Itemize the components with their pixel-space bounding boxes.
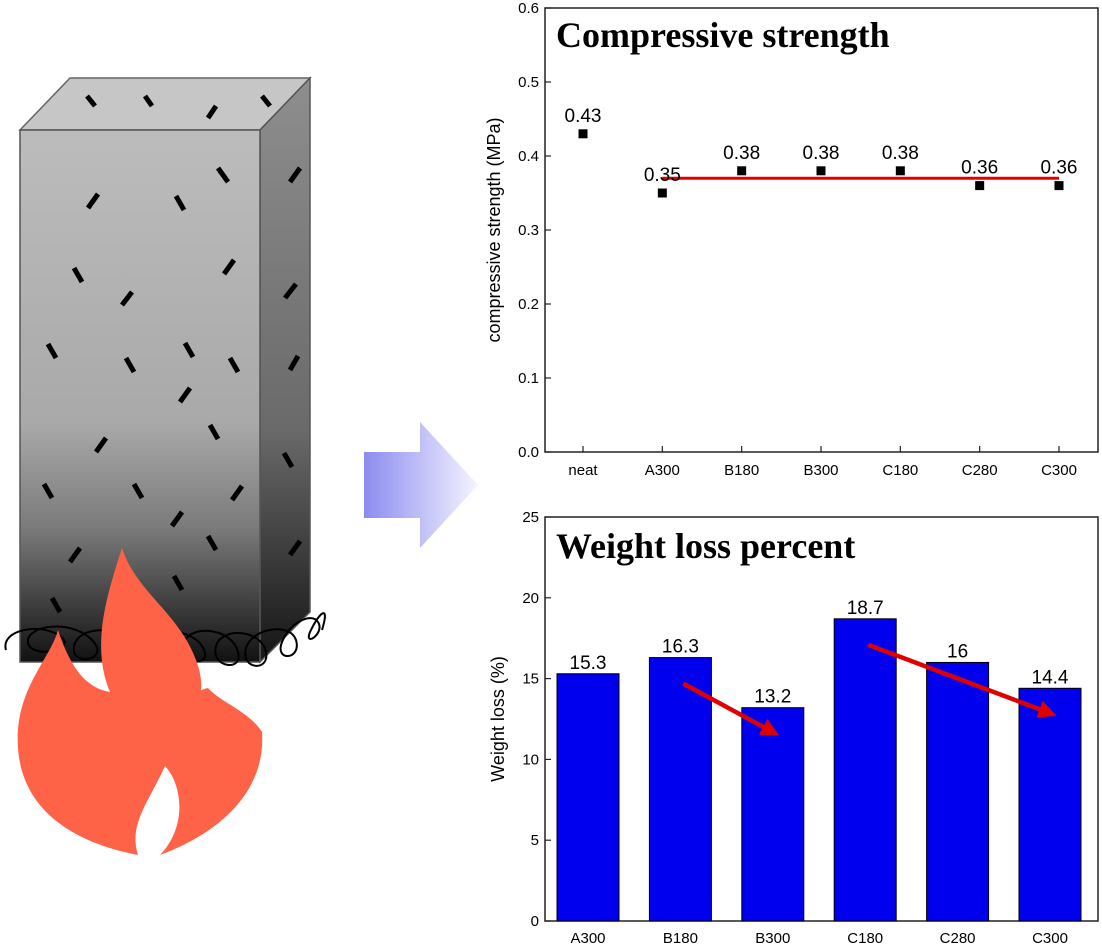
x-tick-label: neat (568, 462, 598, 479)
x-tick-label: C300 (1041, 462, 1077, 479)
fiber-dashes (41, 94, 303, 614)
x-axis-ticks: neat A300 B180 B300 C180 C280 C300 (568, 446, 1077, 479)
x-tick-label: C300 (1032, 930, 1068, 947)
data-point (578, 129, 588, 139)
data-label: 14.4 (1032, 667, 1069, 688)
data-label: 0.35 (644, 165, 681, 186)
y-tick-label: 5 (531, 832, 539, 849)
bars: 15.3 16.3 13.2 18.7 16 14.4 (556, 598, 1082, 922)
bar (1018, 687, 1082, 922)
data-point (1054, 181, 1064, 191)
data-label: 0.36 (961, 158, 998, 179)
x-tick-label: C280 (962, 462, 998, 479)
x-tick-label: C180 (847, 930, 883, 947)
y-axis-label: Weight loss (%) (488, 656, 508, 782)
y-tick-label: 0.2 (518, 296, 539, 313)
y-tick-label: 10 (522, 751, 539, 768)
bar (833, 618, 897, 922)
trend-arrow (867, 642, 1057, 718)
x-tick-label: B300 (755, 930, 790, 947)
x-tick-label: A300 (645, 462, 680, 479)
trend-arrows (682, 642, 1057, 736)
data-label: 0.43 (565, 106, 602, 127)
data-label: 13.2 (754, 687, 791, 708)
charred-fiber-scribble (4, 612, 326, 667)
weight-loss-chart: Weight loss percent Weight loss (%) 0 5 10… (488, 509, 1099, 947)
y-axis-ticks: 0.0 0.1 0.2 0.3 0.4 0.5 0.6 (518, 0, 551, 461)
y-tick-label: 0.3 (518, 222, 539, 239)
y-tick-label: 15 (522, 671, 539, 688)
x-tick-label: B300 (803, 462, 838, 479)
bar (556, 673, 620, 922)
x-axis-ticks: A300 B180 B300 C180 C280 C300 (570, 930, 1067, 947)
data-point (737, 166, 747, 176)
y-tick-label: 25 (522, 509, 539, 526)
x-tick-label: C180 (882, 462, 918, 479)
y-tick-label: 0.5 (518, 74, 539, 91)
trend-arrow (682, 681, 779, 736)
data-label: 16.3 (662, 637, 699, 658)
process-arrow (364, 422, 478, 548)
data-label: 15.3 (570, 653, 607, 674)
chart-title: Weight loss percent (556, 526, 855, 566)
y-tick-label: 20 (522, 590, 539, 607)
block-side-face (259, 76, 311, 664)
data-label: 16 (947, 641, 968, 662)
data-label: 0.38 (803, 143, 840, 164)
y-tick-label: 0.4 (518, 148, 539, 165)
data-point (975, 181, 985, 191)
data-point (895, 166, 905, 176)
plot-frame (544, 516, 1099, 922)
data-points: 0.43 0.35 0.38 0.38 0.38 0.36 0.36 (565, 106, 1078, 198)
y-axis-label: compressive strength (MPa) (484, 117, 504, 342)
block-front-face (19, 129, 261, 663)
compressive-strength-chart: Compressive strength compressive strengt… (484, 0, 1099, 479)
data-label: 18.7 (847, 598, 884, 619)
y-tick-label: 0 (531, 913, 539, 930)
data-point (816, 166, 826, 176)
x-tick-label: C280 (940, 930, 976, 947)
plot-frame (544, 7, 1099, 453)
data-label: 0.38 (723, 143, 760, 164)
y-tick-label: 0.6 (518, 0, 539, 17)
x-tick-label: A300 (570, 930, 605, 947)
data-label: 0.38 (882, 143, 919, 164)
y-tick-label: 0.1 (518, 370, 539, 387)
block-illustration (4, 76, 326, 667)
x-tick-label: B180 (663, 930, 698, 947)
data-label: 0.36 (1041, 158, 1078, 179)
bar (648, 657, 712, 922)
y-axis-ticks: 0 5 10 15 20 25 (522, 509, 551, 930)
y-tick-label: 0.0 (518, 444, 539, 461)
bar (741, 707, 805, 922)
x-tick-label: B180 (724, 462, 759, 479)
bar (926, 661, 990, 922)
data-point (657, 188, 667, 198)
flame-icon (17, 548, 263, 855)
chart-title: Compressive strength (556, 15, 890, 55)
